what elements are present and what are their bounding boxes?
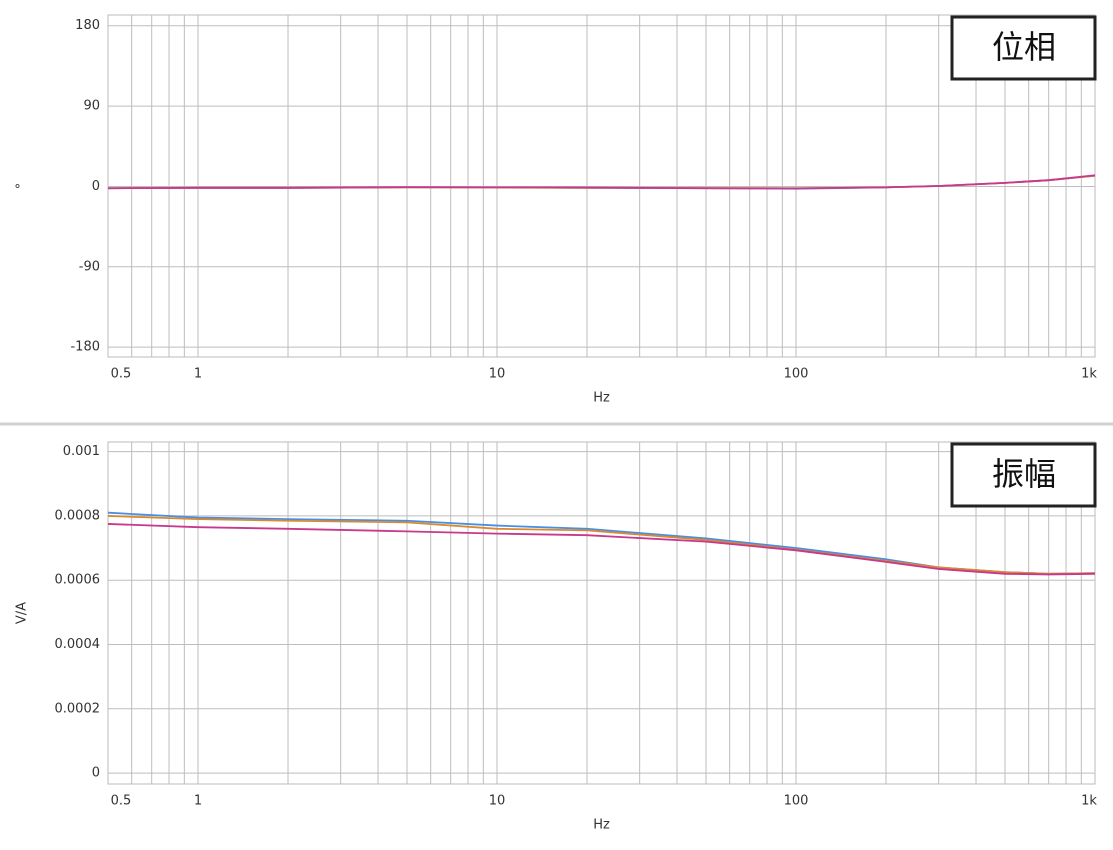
series-line [107, 511, 1096, 575]
plot-frame [107, 14, 1096, 358]
y-tick-label: 0.0006 [55, 573, 101, 588]
y-tick-label: 180 [75, 18, 100, 33]
annotation: 振幅 [992, 455, 1056, 493]
x-tick-label: 1k [1081, 794, 1097, 809]
x-tick-label: 1 [194, 367, 202, 382]
annotation: 位相 [992, 28, 1056, 66]
x-tick-label: 100 [784, 794, 809, 809]
series-line [107, 523, 1096, 576]
y-axis-label: ° [15, 183, 30, 190]
x-tick-label: 10 [489, 794, 506, 809]
y-tick-label: 0 [92, 179, 100, 194]
y-axis-label: V/A [15, 602, 30, 624]
x-tick-label: 0.5 [111, 367, 132, 382]
x-tick-label: 100 [784, 367, 809, 382]
annotation-box [950, 15, 1097, 81]
annotation-box [950, 442, 1097, 508]
x-tick-label: 1 [194, 794, 202, 809]
x-axis-label: Hz [593, 818, 610, 833]
series-line [107, 515, 1096, 575]
x-tick-label: 0.5 [111, 794, 132, 809]
x-tick-label: 10 [489, 367, 506, 382]
y-tick-label: -180 [70, 340, 100, 355]
y-tick-label: 0.0002 [55, 701, 101, 716]
y-tick-label: 0 [92, 766, 100, 781]
y-tick-label: 0.0008 [55, 508, 101, 523]
y-tick-label: 0.001 [63, 444, 100, 459]
y-tick-label: 90 [83, 99, 100, 114]
plot-frame [107, 441, 1096, 785]
series-line [107, 174, 1096, 190]
x-tick-label: 1k [1081, 367, 1097, 382]
y-tick-label: 0.0004 [55, 637, 101, 652]
x-axis-label: Hz [593, 391, 610, 406]
y-tick-label: -90 [79, 259, 100, 274]
